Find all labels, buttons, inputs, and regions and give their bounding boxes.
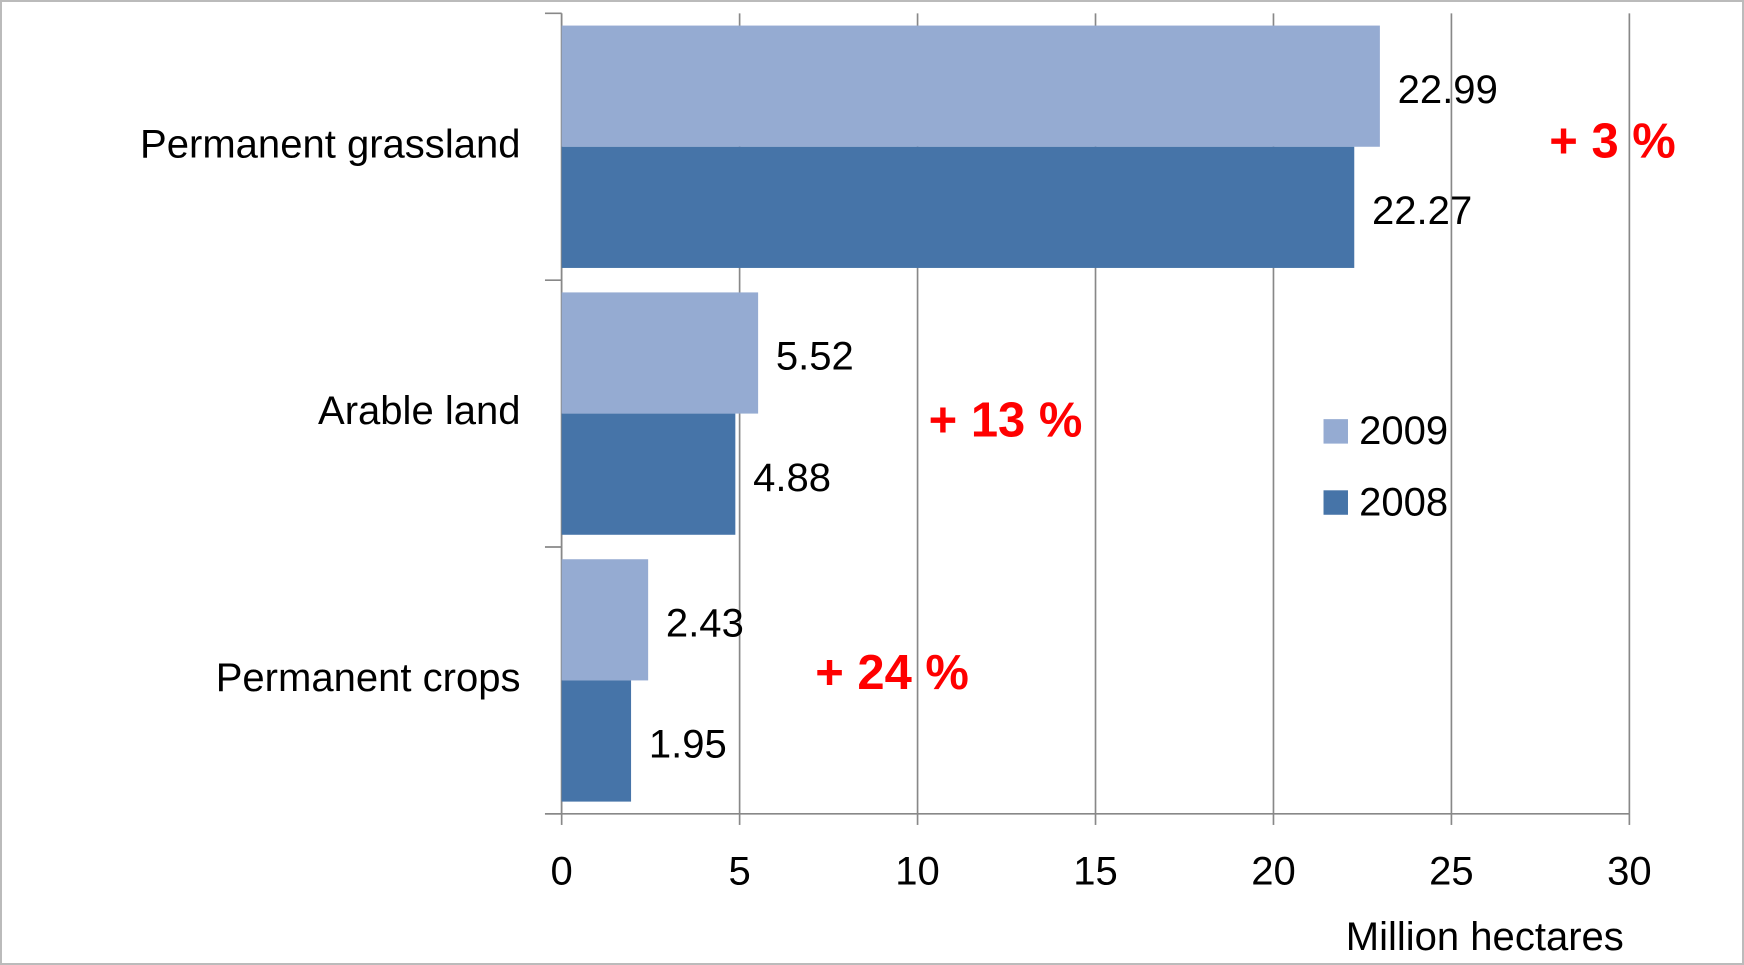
bar (561, 146, 1355, 268)
bar (561, 25, 1380, 147)
x-tick-label: 0 (551, 849, 573, 893)
bar (561, 680, 632, 802)
bar (561, 292, 759, 414)
annotation: + 3 % (1549, 114, 1675, 168)
value-label: 4.88 (753, 456, 831, 500)
x-tick-label: 25 (1429, 849, 1474, 893)
x-tick-label: 10 (895, 849, 940, 893)
annotation: + 13 % (929, 394, 1083, 448)
legend-swatch (1323, 419, 1348, 444)
y-tick-label: Arable land (318, 389, 520, 433)
plot: 0 5 10 15 20 25 30 Million hectares Permanent gr… (140, 12, 1676, 959)
x-tick-label: 30 (1607, 849, 1652, 893)
annotation: + 24 % (815, 646, 969, 700)
value-label: 5.52 (776, 335, 854, 379)
y-tick-label: Permanent grassland (140, 122, 520, 166)
y-tick-label: Permanent crops (216, 656, 521, 700)
bar (561, 413, 736, 535)
x-tick-label: 20 (1251, 849, 1296, 893)
x-tick-label: 15 (1073, 849, 1118, 893)
x-axis-title: Million hectares (1346, 915, 1624, 959)
legend-swatch (1323, 490, 1348, 515)
x-tick-label: 5 (728, 849, 750, 893)
value-label: 1.95 (649, 723, 727, 767)
value-label: 2.43 (666, 602, 744, 646)
legend-label: 2008 (1359, 480, 1448, 524)
value-label: 22.99 (1398, 68, 1498, 112)
value-label: 22.27 (1372, 189, 1472, 233)
legend-label: 2009 (1359, 409, 1448, 453)
bar (561, 559, 649, 681)
